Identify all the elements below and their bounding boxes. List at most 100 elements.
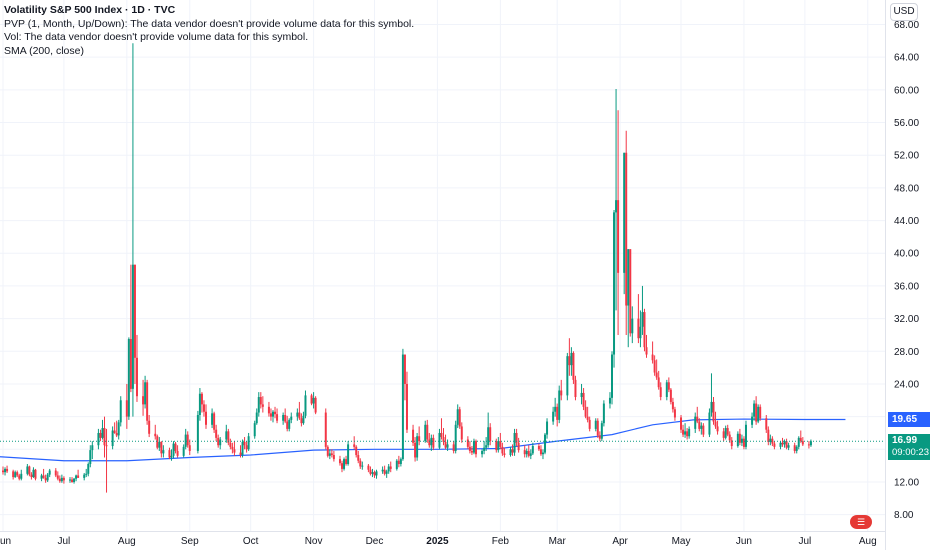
candle-body: [771, 438, 774, 444]
candle-body: [458, 409, 461, 427]
candle-body: [310, 395, 313, 404]
candle-body: [623, 152, 626, 273]
candle-body: [481, 450, 484, 455]
candle-body: [144, 382, 147, 405]
candle-body: [414, 442, 417, 458]
candle-body: [639, 326, 642, 339]
candle-body: [225, 431, 228, 440]
currency-selector[interactable]: USD: [890, 3, 918, 21]
candle-body: [103, 428, 106, 446]
candle-body: [483, 447, 486, 451]
candle-body: [517, 442, 520, 451]
candle-body: [546, 421, 549, 435]
x-tick-label: Jun: [0, 536, 11, 547]
candle-body: [712, 401, 715, 422]
candle-body: [584, 406, 587, 417]
candle-body: [773, 443, 776, 447]
candle-body: [40, 475, 43, 479]
candle-body: [751, 416, 754, 425]
candle-body: [312, 397, 315, 404]
bar-countdown: 09:00:23: [892, 447, 929, 459]
sma-indicator-label[interactable]: SMA (200, close): [4, 44, 84, 57]
candle-body: [146, 382, 149, 421]
candle-body: [347, 444, 350, 465]
x-tick-label: May: [672, 536, 691, 547]
candle-body: [99, 432, 102, 438]
candle-body: [239, 452, 242, 456]
candle-body: [627, 249, 630, 306]
candle-body: [615, 200, 618, 213]
candle-body: [304, 395, 307, 416]
candle-body: [241, 441, 244, 456]
candle-body: [44, 477, 47, 481]
candle-body: [46, 474, 49, 481]
y-tick-label: 56.00: [894, 118, 919, 129]
candle-body: [357, 455, 360, 461]
vol-indicator-label[interactable]: Vol: The data vendor doesn't provide vol…: [4, 31, 309, 43]
candle-body: [511, 449, 514, 453]
candle-body: [269, 413, 272, 417]
candle-body: [105, 445, 108, 447]
candle-body: [716, 426, 719, 432]
candle-body: [556, 406, 559, 420]
candle-body: [403, 354, 406, 384]
candle-body: [558, 390, 561, 420]
candle-body: [367, 465, 370, 470]
candle-body: [389, 466, 392, 469]
candle-body: [16, 472, 19, 476]
sma-200-path: [0, 418, 846, 462]
candle-body: [588, 419, 591, 429]
time-axis[interactable]: Jun Jul Aug Sep Oct Nov Dec 2025 Feb Mar Apr May Jun…: [0, 531, 885, 548]
candles: [2, 43, 812, 493]
candle-body: [523, 450, 526, 455]
candle-body: [753, 403, 756, 417]
candle-body: [499, 441, 502, 447]
candle-body: [326, 446, 329, 456]
candle-body: [487, 427, 490, 446]
candle-body: [259, 397, 262, 405]
y-tick-label: 48.00: [894, 183, 919, 194]
candle-body: [361, 465, 364, 467]
candle-body: [608, 397, 611, 404]
candle-body: [26, 466, 29, 474]
y-tick-label: 44.00: [894, 216, 919, 227]
candle-body: [611, 354, 613, 398]
x-tick-label: Jul: [798, 536, 811, 547]
candle-body: [769, 438, 772, 442]
candle-body: [271, 411, 274, 417]
candle-body: [714, 421, 717, 427]
candle-body: [62, 477, 65, 481]
x-tick-label: Nov: [305, 536, 323, 547]
candle-body: [495, 441, 498, 451]
candle-body: [4, 468, 7, 473]
candle-body: [286, 421, 289, 429]
chart-legend: Volatility S&P 500 Index · 1D · TVC PVP …: [4, 4, 414, 58]
candle-body: [20, 473, 23, 479]
candle-body: [531, 446, 534, 454]
pvp-indicator-label[interactable]: PVP (1, Month, Up/Down): The data vendor…: [4, 17, 415, 30]
sma-value-badge: 19.65: [888, 411, 930, 427]
candle-body: [617, 200, 620, 273]
candle-body: [537, 446, 540, 450]
symbol-title[interactable]: Volatility S&P 500 Index · 1D · TVC: [4, 4, 176, 16]
x-tick-label: Jul: [58, 536, 71, 547]
candle-body: [631, 318, 634, 334]
y-tick-label: 64.00: [894, 53, 919, 64]
candle-body: [87, 464, 90, 474]
candle-body: [298, 412, 301, 419]
y-tick-label: 40.00: [894, 249, 919, 260]
candle-body: [369, 469, 372, 474]
candle-body: [637, 318, 640, 339]
y-tick-label: 8.00: [894, 510, 914, 521]
candle-body: [783, 441, 786, 445]
candle-body: [255, 412, 258, 424]
us-flag-icon[interactable]: ☰: [850, 515, 872, 529]
candle-body: [198, 393, 201, 415]
candle-body: [227, 431, 230, 443]
candle-body: [32, 469, 35, 478]
candle-body: [653, 360, 656, 373]
price-axis[interactable]: 8.0012.0016.0020.0024.0028.0032.0036.004…: [885, 0, 920, 550]
candle-body: [135, 357, 138, 397]
candle-body: [418, 436, 421, 442]
